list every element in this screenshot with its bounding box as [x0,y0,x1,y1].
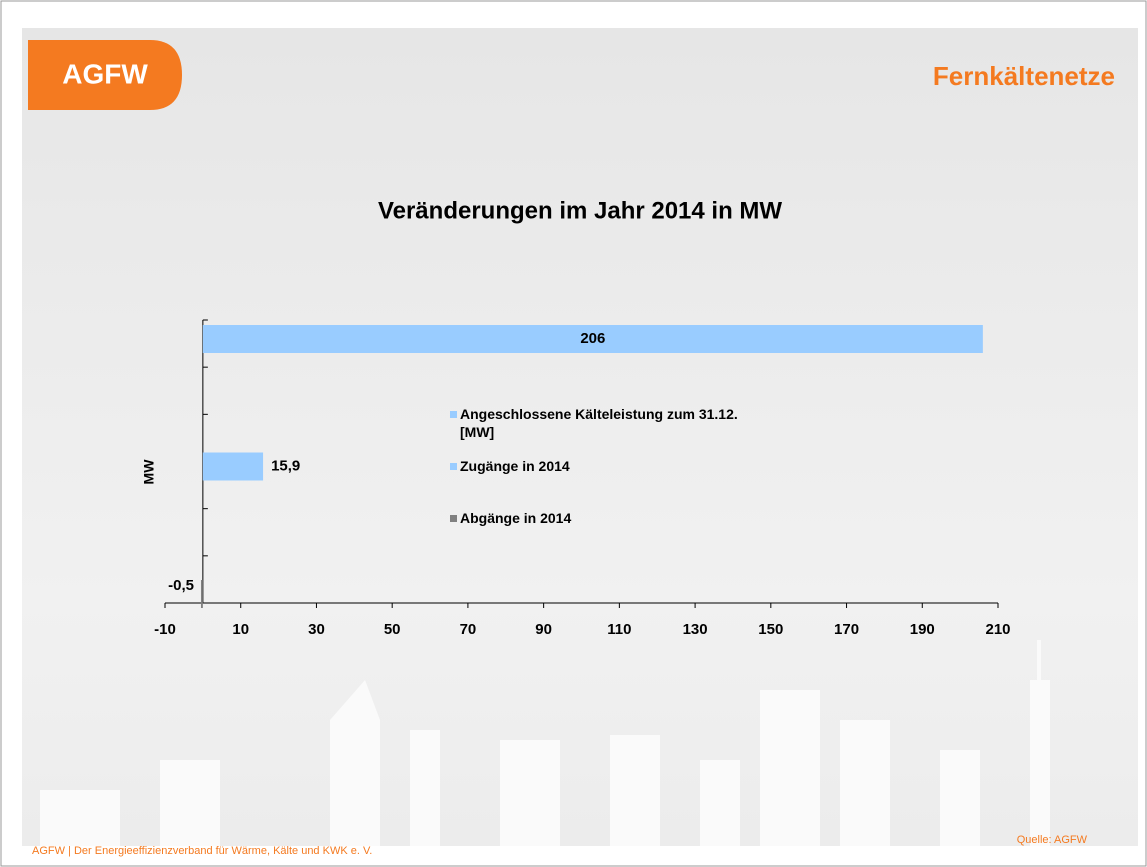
data-label: -0,5 [168,577,194,594]
legend-label: Zugänge in 2014 [460,458,570,474]
x-tick-label: 210 [985,621,1010,638]
bar [201,580,203,608]
x-tick-label: 30 [308,621,325,638]
x-tick-label: 110 [607,621,631,638]
bar [203,453,263,481]
y-axis-label: MW [141,459,157,485]
x-tick-label: 90 [535,621,552,638]
legend: Angeschlossene Kälteleistung zum 31.12. … [450,405,740,561]
x-tick-label: 130 [683,621,708,638]
x-tick-label: 150 [758,621,783,638]
legend-entry: Angeschlossene Kälteleistung zum 31.12. … [450,405,740,441]
x-tick-label: 50 [384,621,401,638]
legend-entry: Abgänge in 2014 [450,509,740,527]
x-tick-label: 190 [910,621,935,638]
data-label: 206 [580,330,605,347]
x-tick-label: 70 [460,621,477,638]
legend-swatch [450,515,457,522]
legend-swatch [450,463,457,470]
legend-swatch [450,411,457,418]
data-label: 15,9 [271,457,300,474]
x-tick-label: -10 [154,621,176,638]
legend-label: Angeschlossene Kälteleistung zum 31.12. … [460,406,738,440]
logo: AGFW [62,58,148,89]
source: Quelle: AGFW [1017,834,1088,846]
x-tick-label: 170 [834,621,859,638]
legend-label: Abgänge in 2014 [460,510,571,526]
legend-entry: Zugänge in 2014 [450,457,740,475]
slide: AGFW Fernkältenetze Veränderungen im Jah… [0,0,1147,867]
chart-title: Veränderungen im Jahr 2014 in MW [378,197,782,224]
header-title: Fernkältenetze [933,61,1115,91]
x-tick-label: 10 [232,621,249,638]
footer: AGFW | Der Energieeffizienzverband für W… [32,845,372,857]
